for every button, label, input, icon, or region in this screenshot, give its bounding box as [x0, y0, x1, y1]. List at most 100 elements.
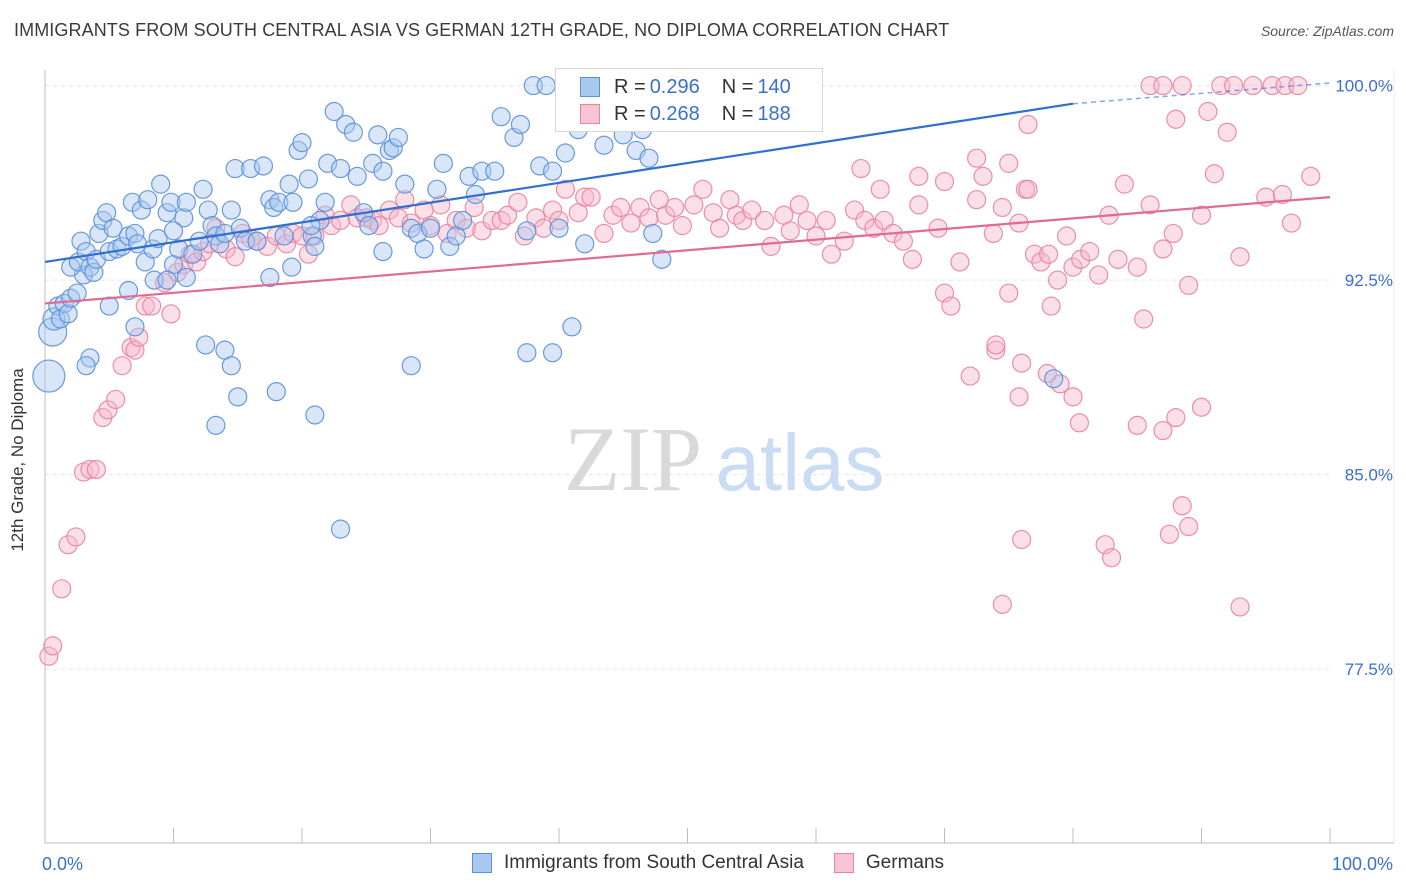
- point-germans: [1179, 516, 1199, 537]
- point-south-central-asia: [193, 179, 213, 199]
- point-south-central-asia: [368, 125, 388, 145]
- point-germans: [621, 213, 641, 233]
- point-south-central-asia: [555, 143, 576, 163]
- legend-swatch-blue: [472, 853, 492, 873]
- point-germans: [135, 296, 155, 316]
- point-germans: [1038, 244, 1059, 264]
- point-south-central-asia: [359, 216, 379, 236]
- point-germans: [1127, 257, 1147, 277]
- point-germans: [986, 340, 1006, 360]
- point-germans: [726, 205, 746, 225]
- point-south-central-asia: [336, 114, 356, 135]
- point-south-central-asia: [414, 239, 434, 259]
- point-germans: [1047, 270, 1068, 290]
- point-germans: [1101, 548, 1122, 568]
- point-south-central-asia: [279, 174, 299, 194]
- watermark-zip: ZIP: [564, 408, 702, 510]
- point-germans: [983, 223, 1003, 244]
- point-south-central-asia: [639, 148, 659, 168]
- chart-title: IMMIGRANTS FROM SOUTH CENTRAL ASIA VS GE…: [14, 20, 950, 40]
- point-germans: [491, 210, 511, 231]
- legend-r-value: 0.268: [649, 102, 700, 125]
- point-germans: [960, 366, 980, 386]
- point-germans: [761, 236, 781, 256]
- point-germans: [58, 535, 78, 555]
- point-south-central-asia: [292, 133, 312, 153]
- y-tick-label: 92.5%: [1345, 271, 1393, 290]
- point-germans: [902, 249, 922, 269]
- point-germans: [999, 283, 1019, 303]
- point-germans: [893, 231, 913, 251]
- point-germans: [1172, 496, 1192, 516]
- point-germans: [1153, 239, 1173, 259]
- point-south-central-asia: [161, 192, 181, 212]
- point-germans: [1127, 415, 1147, 435]
- point-south-central-asia: [283, 192, 303, 212]
- point-germans: [1191, 205, 1212, 225]
- point-germans: [909, 166, 929, 186]
- point-germans: [1198, 101, 1218, 122]
- point-south-central-asia: [517, 221, 537, 241]
- point-germans: [106, 389, 126, 410]
- legend-row-germans: R = 0.268 N = 188: [580, 102, 791, 126]
- point-south-central-asia: [67, 283, 87, 303]
- tick-labels: 100.0% 92.5% 85.0% 77.5% 0.0% 100.0%: [42, 77, 1393, 874]
- axes: [44, 70, 1394, 844]
- point-germans: [1080, 241, 1100, 262]
- point-south-central-asia: [253, 156, 274, 176]
- point-germans: [789, 195, 809, 215]
- point-south-central-asia: [330, 519, 351, 539]
- point-south-central-asia: [176, 267, 196, 288]
- legend-label-south-central-asia: Immigrants from South Central Asia: [504, 852, 804, 873]
- point-germans: [999, 153, 1019, 173]
- point-germans: [1217, 122, 1237, 142]
- legend-n-value: 140: [757, 75, 791, 98]
- y-axis-label: 12th Grade, No Diploma: [8, 368, 27, 552]
- point-south-central-asia: [32, 359, 66, 393]
- point-germans: [967, 190, 987, 210]
- point-germans: [129, 327, 149, 347]
- point-south-central-asia: [433, 153, 453, 173]
- point-south-central-asia: [71, 231, 91, 251]
- point-germans: [950, 252, 970, 272]
- point-germans: [797, 210, 817, 231]
- point-south-central-asia: [269, 192, 289, 212]
- point-germans: [594, 223, 614, 244]
- point-germans: [967, 148, 987, 168]
- point-germans: [330, 210, 351, 231]
- point-germans: [992, 594, 1012, 614]
- legend-row-south-central-asia: R = 0.296 N = 140: [580, 75, 791, 99]
- point-south-central-asia: [549, 218, 569, 238]
- point-germans: [834, 231, 854, 251]
- point-south-central-asia: [643, 223, 663, 244]
- point-germans: [395, 190, 415, 210]
- point-south-central-asia: [530, 156, 550, 176]
- point-south-central-asia: [305, 405, 325, 425]
- point-germans: [816, 210, 836, 231]
- point-germans: [973, 166, 993, 186]
- point-south-central-asia: [247, 231, 267, 251]
- point-south-central-asia: [80, 257, 100, 277]
- point-germans: [1159, 524, 1179, 544]
- point-south-central-asia: [157, 270, 177, 290]
- point-south-central-asia: [169, 239, 189, 259]
- point-germans: [508, 192, 528, 212]
- trendline-south-central-asia: [44, 102, 1074, 264]
- point-south-central-asia: [76, 356, 96, 376]
- point-germans: [1031, 252, 1051, 272]
- legend-r-label: R =: [614, 75, 646, 98]
- point-south-central-asia: [198, 200, 218, 220]
- point-germans: [542, 200, 563, 220]
- point-germans: [870, 179, 890, 199]
- legend-swatch-pink: [833, 853, 854, 873]
- point-germans: [1024, 244, 1045, 264]
- point-south-central-asia: [440, 236, 460, 256]
- point-germans: [514, 226, 534, 246]
- point-south-central-asia: [652, 249, 672, 269]
- point-germans: [851, 158, 871, 179]
- point-south-central-asia: [163, 221, 184, 241]
- point-south-central-asia: [318, 153, 338, 173]
- point-germans: [1230, 247, 1250, 267]
- point-germans: [864, 218, 884, 238]
- point-south-central-asia: [517, 343, 537, 363]
